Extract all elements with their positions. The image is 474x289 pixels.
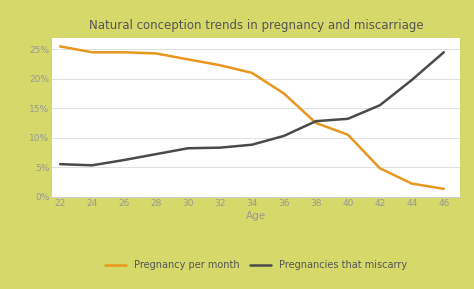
- Line: Pregnancy per month: Pregnancy per month: [60, 47, 444, 189]
- Pregnancy per month: [441, 187, 447, 191]
- Pregnancy per month: [345, 133, 351, 136]
- Pregnancy per month: [409, 182, 415, 185]
- Line: Pregnancies that miscarry: Pregnancies that miscarry: [60, 52, 444, 165]
- Pregnancies that miscarry: [409, 78, 415, 82]
- Pregnancies that miscarry: [441, 51, 447, 54]
- Pregnancy per month: [185, 58, 191, 61]
- Pregnancies that miscarry: [377, 103, 383, 107]
- Pregnancy per month: [281, 92, 287, 95]
- X-axis label: Age: Age: [246, 211, 266, 221]
- Pregnancies that miscarry: [345, 117, 351, 121]
- Pregnancies that miscarry: [153, 152, 159, 156]
- Pregnancy per month: [89, 51, 95, 54]
- Legend: Pregnancy per month, Pregnancies that miscarry: Pregnancy per month, Pregnancies that mi…: [101, 257, 411, 274]
- Pregnancy per month: [217, 64, 223, 67]
- Title: Natural conception trends in pregnancy and miscarriage: Natural conception trends in pregnancy a…: [89, 19, 423, 32]
- Pregnancies that miscarry: [185, 147, 191, 150]
- Pregnancies that miscarry: [217, 146, 223, 149]
- Pregnancy per month: [153, 52, 159, 55]
- Pregnancy per month: [121, 51, 127, 54]
- Pregnancy per month: [377, 166, 383, 170]
- Pregnancy per month: [313, 121, 319, 125]
- Pregnancies that miscarry: [313, 119, 319, 123]
- Pregnancies that miscarry: [281, 134, 287, 138]
- Pregnancy per month: [249, 71, 255, 75]
- Pregnancies that miscarry: [57, 162, 63, 166]
- Pregnancies that miscarry: [89, 164, 95, 167]
- Pregnancy per month: [57, 45, 63, 48]
- Pregnancies that miscarry: [249, 143, 255, 147]
- Pregnancies that miscarry: [121, 158, 127, 162]
